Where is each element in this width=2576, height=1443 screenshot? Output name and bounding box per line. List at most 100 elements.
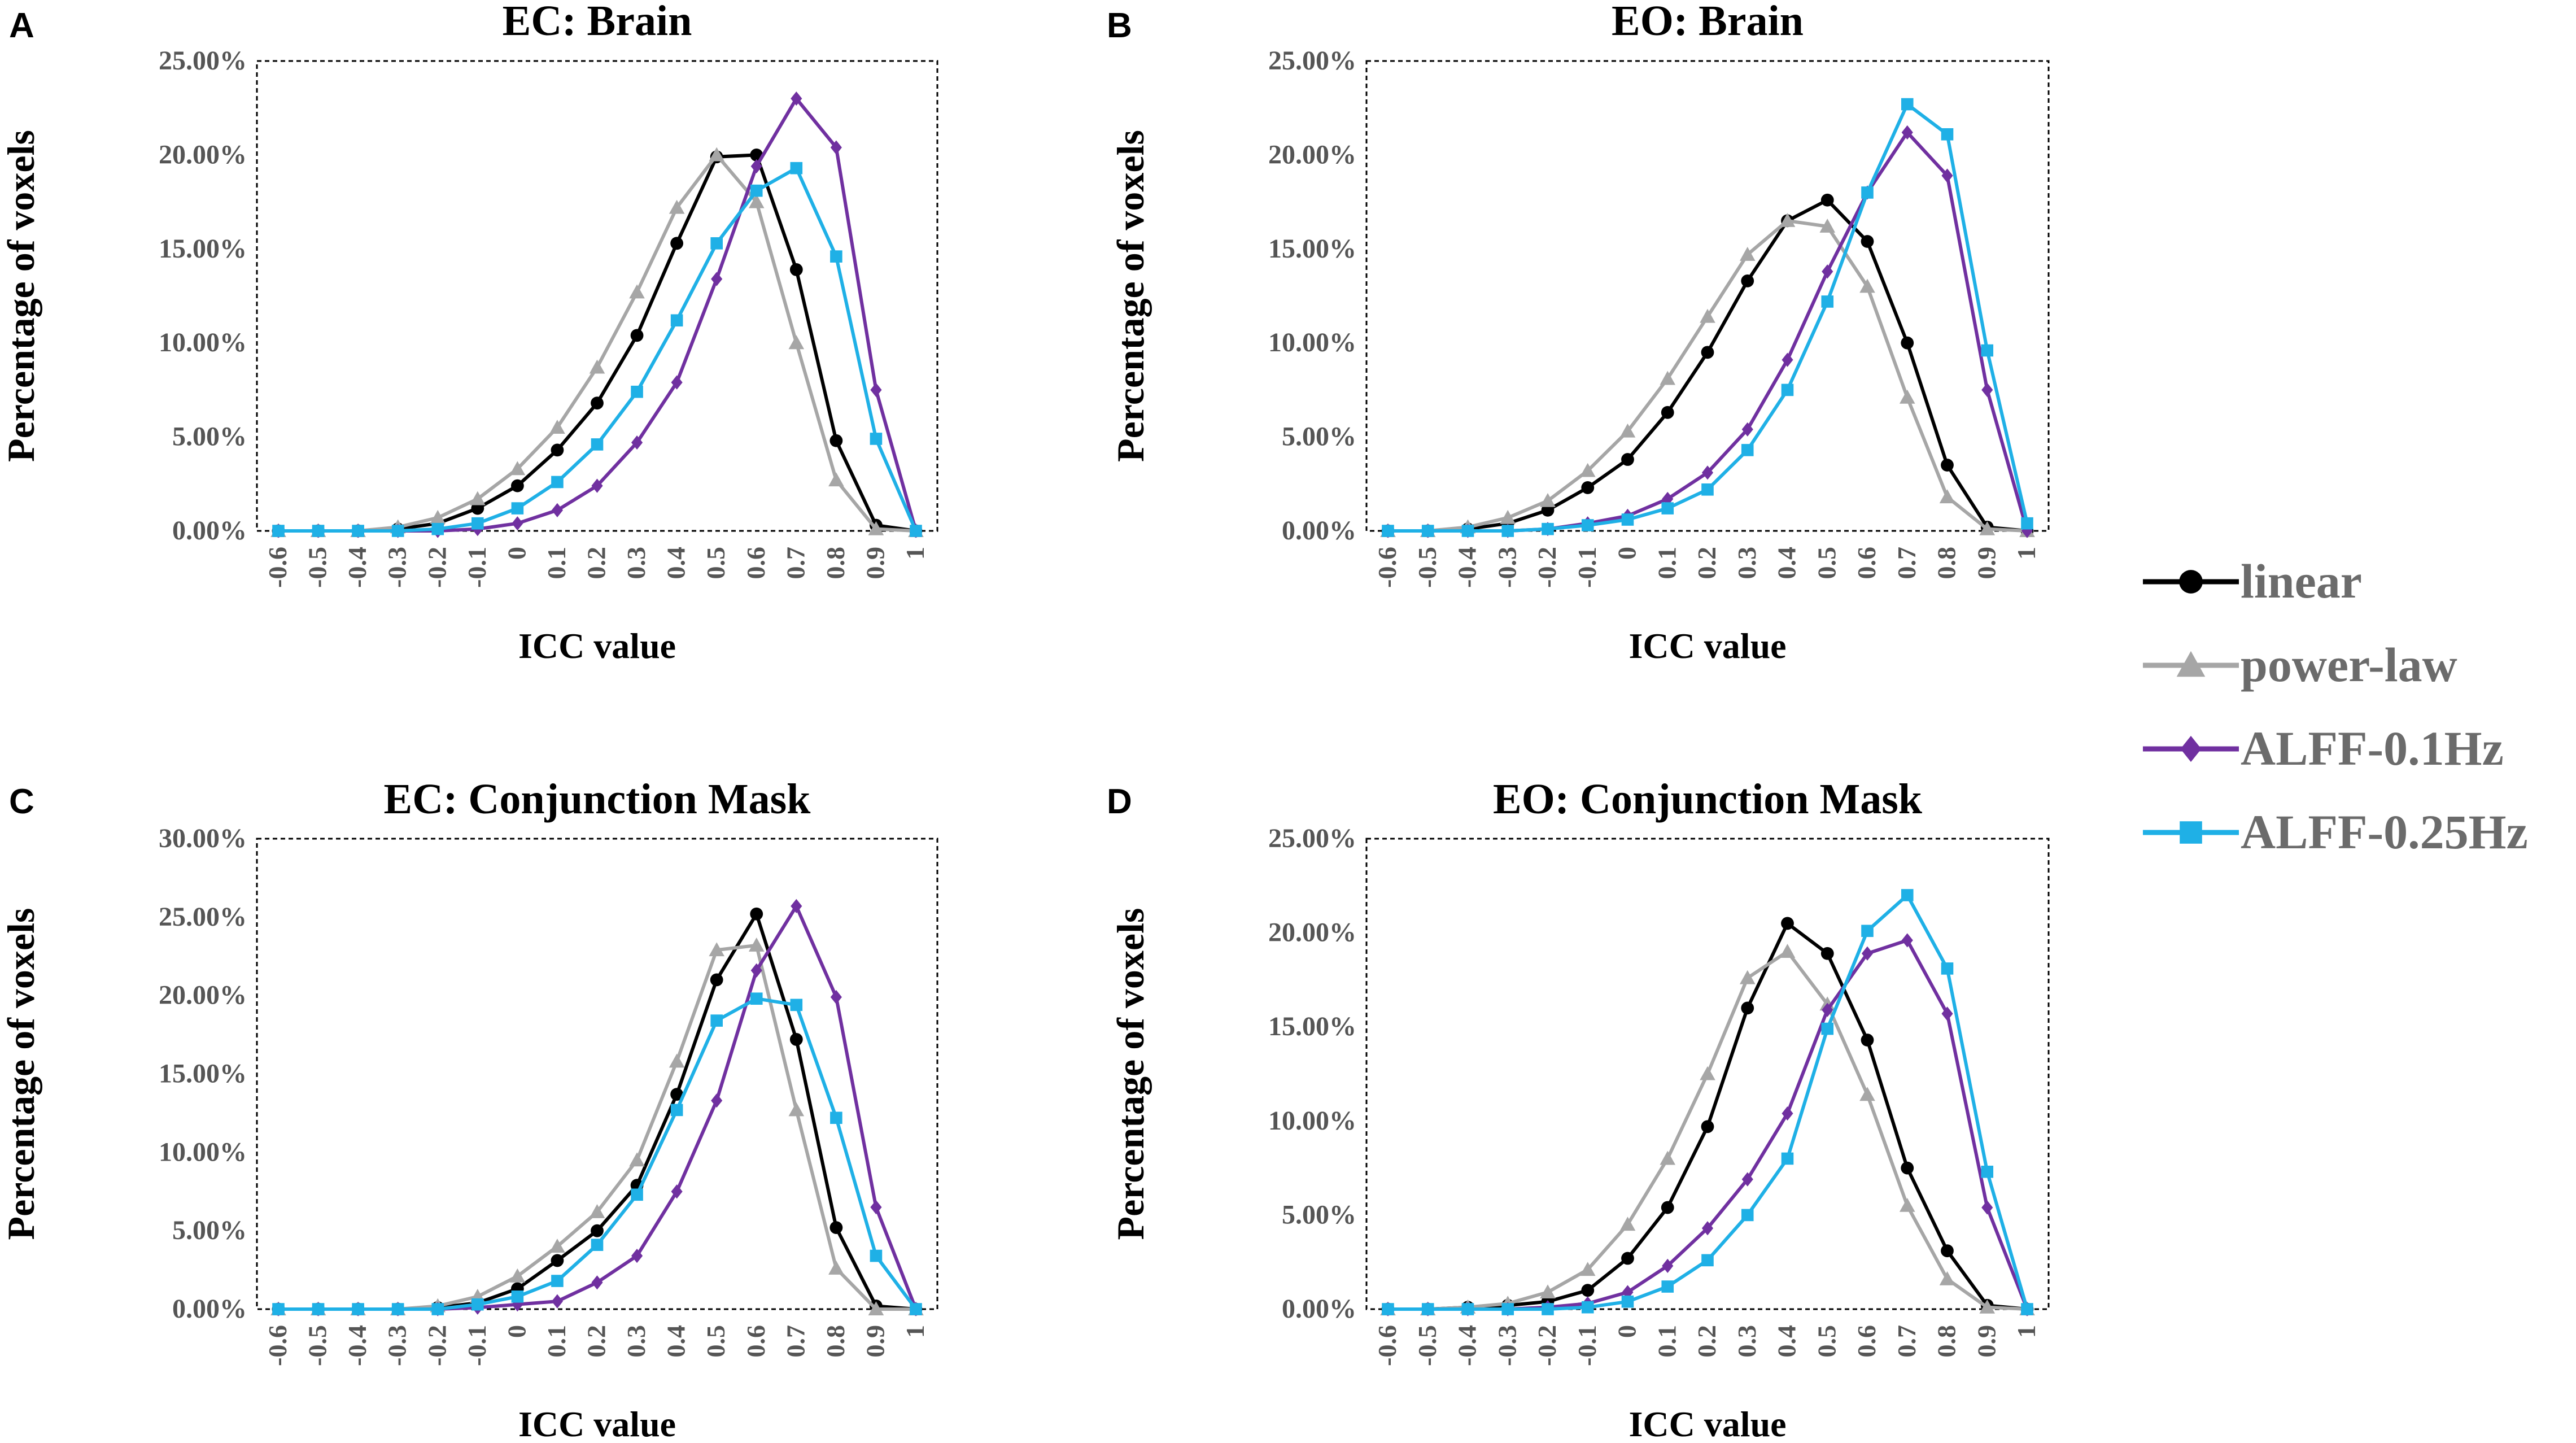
data-point-alff-0-1hz [1981,382,1993,397]
data-point-power-law [589,359,605,374]
data-point-linear [551,443,564,457]
legend-item-power-law: power-law [2143,638,2457,692]
data-point-alff-0-25hz [551,476,564,489]
data-point-power-law [1579,463,1596,477]
x-tick-label: 0 [1613,1325,1641,1338]
x-tick-label: 0.5 [701,547,730,579]
x-tick-label: -0.5 [303,547,332,588]
data-point-linear [1820,193,1834,207]
data-point-linear [1621,453,1634,466]
data-point-alff-0-25hz [511,1290,524,1303]
data-point-alff-0-25hz [1861,925,1874,938]
x-tick-label: 0.8 [821,547,850,579]
data-point-alff-0-1hz [1822,1002,1833,1017]
x-tick-label: -0.3 [1492,1325,1521,1366]
x-tick-label: 0.6 [1852,1325,1881,1358]
x-tick-label: 0.1 [1652,547,1681,579]
data-point-power-law [868,1301,884,1316]
data-point-power-law [1779,213,1796,227]
x-tick-label: -0.4 [1453,547,1482,588]
data-point-alff-0-25hz [591,1239,604,1251]
y-tick-label: 25.00% [1268,823,1356,853]
series-line [278,153,916,533]
series-alff-0-25hz [272,992,922,1315]
data-point-power-law [470,491,486,505]
chart-panel-d: D EO: Conjunction Mask Percentage of voxel… [1107,775,2050,1443]
x-tick-label: 0.5 [1812,547,1841,579]
x-tick-label: -0.4 [1453,1325,1482,1366]
data-point-linear [1581,481,1595,494]
y-tick-label: 15.00% [1268,234,1356,264]
x-tick-label: -0.5 [1413,1325,1442,1366]
chart-title: EC: Brain [503,0,692,45]
data-point-linear [1741,274,1754,287]
x-tick-label: -0.5 [303,1325,332,1366]
y-tick-label: 15.00% [159,1059,247,1089]
y-tick-label: 0.00% [172,1294,247,1324]
legend-marker-alff-0-25hz [2180,821,2202,844]
y-tick-label: 20.00% [1268,918,1356,948]
chart-panel-c: C EC: Conjunction Mask Percentage of voxel… [0,775,938,1443]
x-tick-label: -0.4 [343,1325,372,1366]
x-tick-label: 0.1 [1652,1325,1681,1358]
legend-label: linear [2241,554,2362,608]
data-point-alff-0-25hz [2021,1303,2033,1315]
data-point-alff-0-1hz [1981,1200,1993,1215]
data-point-alff-0-25hz [1581,519,1594,531]
data-point-alff-0-25hz [1461,1303,1474,1315]
legend-marker-alff-0-1hz [2180,735,2202,762]
data-point-alff-0-25hz [1861,186,1874,199]
data-point-power-law [788,335,805,350]
data-point-alff-0-25hz [1581,1301,1594,1314]
y-tick-label: 10.00% [159,328,247,358]
data-point-power-law [669,199,685,214]
x-tick-label: -0.2 [1532,547,1561,588]
data-point-alff-0-1hz [631,435,643,450]
data-point-alff-0-25hz [1461,525,1474,537]
data-point-alff-0-25hz [710,237,723,250]
data-point-linear [1941,459,1954,472]
x-tick-label: 0.9 [1972,1325,2001,1358]
x-tick-label: 0 [502,1325,531,1338]
y-tick-label: 30.00% [159,823,247,853]
data-point-power-law [1700,308,1715,323]
data-point-linear [1701,346,1714,359]
data-point-alff-0-1hz [1782,1106,1793,1121]
data-point-alff-0-25hz [830,1111,842,1124]
x-tick-label: -0.6 [1373,1325,1401,1366]
data-point-alff-0-1hz [671,375,683,390]
data-point-alff-0-25hz [1382,1303,1394,1315]
data-point-alff-0-25hz [1421,525,1434,537]
x-tick-label: 0.7 [781,547,810,579]
x-tick-label: -0.2 [1532,1325,1561,1366]
data-point-alff-0-25hz [1781,1152,1794,1165]
data-point-power-law [1660,1150,1676,1165]
x-axis-label: ICC value [518,626,676,666]
x-tick-label: -0.3 [383,547,412,588]
data-point-power-law [589,1204,605,1218]
y-tick-label: 20.00% [159,980,247,1010]
data-point-alff-0-25hz [670,1104,683,1117]
x-tick-label: 0.4 [1772,547,1801,579]
data-point-linear [829,1221,843,1235]
data-point-linear [551,1254,564,1267]
data-point-alff-0-25hz [1621,513,1634,526]
data-point-alff-0-1hz [1701,465,1714,480]
series-line [278,943,916,1311]
legend-item-alff-0-25hz: ALFF-0.25Hz [2143,805,2528,859]
data-point-power-law [1739,246,1756,261]
x-tick-label: 0.6 [741,1325,770,1358]
data-point-linear [1820,947,1834,960]
data-point-alff-0-25hz [591,438,604,451]
series-alff-0-25hz [272,162,922,537]
x-tick-label: 0 [502,547,531,560]
x-tick-label: -0.2 [422,547,451,588]
data-point-alff-0-25hz [391,525,404,537]
data-point-alff-0-25hz [1542,1303,1554,1315]
series-alff-0-1hz [272,899,922,1316]
data-point-linear [710,973,723,987]
data-point-alff-0-25hz [511,502,524,515]
data-point-alff-0-1hz [1741,1172,1753,1187]
x-tick-label: 0.6 [741,547,770,579]
x-tick-label: 0.4 [662,547,691,579]
